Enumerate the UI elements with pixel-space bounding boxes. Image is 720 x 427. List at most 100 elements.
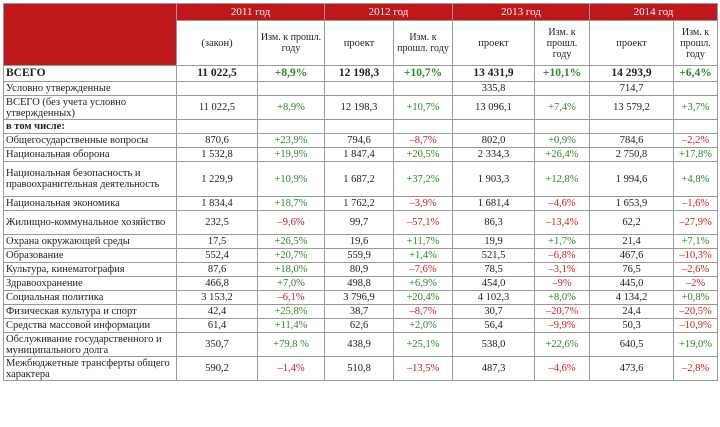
row-label: Условно утвержденные — [3, 81, 177, 96]
table-row: Социальная политика 3 153,2 –6,1% 3 796,9 +2… — [3, 290, 719, 305]
row-label: Общегосударственные вопросы — [3, 133, 177, 148]
change-cell: +12,8% — [534, 161, 591, 197]
value-cell: 4 134,2 — [589, 290, 675, 305]
subheader-2014-change: Изм. к прошл. году — [673, 20, 719, 66]
row-label: Образование — [3, 248, 177, 263]
budget-table: 2011 год 2012 год 2013 год 2014 год (зак… — [3, 3, 719, 381]
change-cell: –2,2% — [673, 133, 719, 148]
change-cell: –1,4% — [256, 356, 326, 381]
value-cell: 87,6 — [176, 262, 258, 277]
value-cell: 13 096,1 — [452, 95, 536, 120]
change-cell: –4,6% — [534, 356, 591, 381]
value-cell: 21,4 — [589, 234, 675, 249]
table-row: Национальная безопасность и правоохранит… — [3, 161, 719, 197]
year-header-2012: 2012 год — [324, 3, 454, 21]
value-cell: 510,8 — [324, 356, 395, 381]
value-cell: 552,4 — [176, 248, 258, 263]
value-cell: 1 532,8 — [176, 147, 258, 162]
value-cell: 80,9 — [324, 262, 395, 277]
value-cell: 1 994,6 — [589, 161, 675, 197]
value-cell: 12 198,3 — [324, 95, 395, 120]
change-cell: +26,4% — [534, 147, 591, 162]
row-label: Социальная политика — [3, 290, 177, 305]
change-cell — [393, 119, 454, 134]
change-cell: –57,1% — [393, 210, 454, 235]
change-cell: +20,4% — [393, 290, 454, 305]
subheader-row: (закон) Изм. к прошл. году проект Изм. к… — [4, 20, 719, 66]
row-label: ВСЕГО (без учета условно утвержденных) — [3, 95, 177, 120]
value-cell: 438,9 — [324, 332, 395, 357]
subheader-2013-change: Изм. к прошл. году — [534, 20, 591, 66]
value-cell: 590,2 — [176, 356, 258, 381]
table-row: Культура, кинематография 87,6 +18,0% 80,9 –7… — [3, 262, 719, 277]
change-cell: +0,8% — [673, 290, 719, 305]
change-cell: +79,8 % — [256, 332, 326, 357]
row-label: Здравоохранение — [3, 276, 177, 291]
table-row: Условно утвержденные 335,8 714,7 — [3, 81, 719, 96]
value-cell: 1 653,9 — [589, 196, 675, 211]
change-cell: –3,9% — [393, 196, 454, 211]
value-cell: 1 687,2 — [324, 161, 395, 197]
change-cell: –1,6% — [673, 196, 719, 211]
value-cell: 467,6 — [589, 248, 675, 263]
value-cell: 50,3 — [589, 318, 675, 333]
row-label: Охрана окружающей среды — [3, 234, 177, 249]
change-cell: –7,6% — [393, 262, 454, 277]
change-cell: +1,7% — [534, 234, 591, 249]
table-row: Жилищно-коммунальное хозяйство 232,5 –9,6%… — [3, 210, 719, 235]
change-cell: +17,8% — [673, 147, 719, 162]
value-cell: 2 334,3 — [452, 147, 536, 162]
value-cell: 99,7 — [324, 210, 395, 235]
change-cell: –2,8% — [673, 356, 719, 381]
change-cell: –9% — [534, 276, 591, 291]
change-cell: +18,7% — [256, 196, 326, 211]
value-cell: 538,0 — [452, 332, 536, 357]
value-cell: 11 022,5 — [176, 95, 258, 120]
change-cell: +6,4% — [673, 65, 719, 82]
value-cell: 640,5 — [589, 332, 675, 357]
row-label: Национальная безопасность и правоохранит… — [3, 161, 177, 197]
row-label: Национальная оборона — [3, 147, 177, 162]
change-cell: +10,9% — [256, 161, 326, 197]
value-cell: 1 834,4 — [176, 196, 258, 211]
change-cell: +19,9% — [256, 147, 326, 162]
change-cell: +10,7% — [393, 65, 454, 82]
change-cell: +23,9% — [256, 133, 326, 148]
table-row: Образование 552,4 +20,7% 559,9 +1,4% 521,5 –6,… — [3, 248, 719, 263]
value-cell: 454,0 — [452, 276, 536, 291]
value-cell: 802,0 — [452, 133, 536, 148]
value-cell: 14 293,9 — [589, 65, 675, 82]
change-cell: +2,0% — [393, 318, 454, 333]
change-cell: –2% — [673, 276, 719, 291]
change-cell: +4,8% — [673, 161, 719, 197]
row-label: Культура, кинематография — [3, 262, 177, 277]
change-cell: +8,9% — [256, 95, 326, 120]
value-cell: 56,4 — [452, 318, 536, 333]
value-cell: 42,4 — [176, 304, 258, 319]
change-cell: +37,2% — [393, 161, 454, 197]
value-cell: 17,5 — [176, 234, 258, 249]
value-cell: 335,8 — [452, 81, 536, 96]
value-cell: 784,6 — [589, 133, 675, 148]
row-label: Физическая культура и спорт — [3, 304, 177, 319]
change-cell: +3,7% — [673, 95, 719, 120]
value-cell: 4 102,3 — [452, 290, 536, 305]
change-cell — [534, 119, 591, 134]
table-row: ВСЕГО 11 022,5 +8,9% 12 198,3 +10,7% 13 431,9… — [3, 65, 719, 82]
value-cell — [452, 119, 536, 134]
change-cell: +11,4% — [256, 318, 326, 333]
subheader-2011-law: (закон) — [176, 20, 258, 66]
value-cell: 794,6 — [324, 133, 395, 148]
value-cell: 76,5 — [589, 262, 675, 277]
change-cell — [673, 81, 719, 96]
year-header-row: 2011 год 2012 год 2013 год 2014 год — [3, 3, 719, 66]
table-row: Национальная экономика 1 834,4 +18,7% 1 762… — [3, 196, 719, 211]
row-label: Обслуживание государственного и муниципа… — [3, 332, 177, 357]
change-cell: –9,6% — [256, 210, 326, 235]
table-row: Охрана окружающей среды 17,5 +26,5% 19,6 +11… — [3, 234, 719, 249]
subheader-2012-project: проект — [324, 20, 395, 66]
value-cell: 1 762,2 — [324, 196, 395, 211]
change-cell — [256, 81, 326, 96]
row-label: Национальная экономика — [3, 196, 177, 211]
value-cell: 521,5 — [452, 248, 536, 263]
